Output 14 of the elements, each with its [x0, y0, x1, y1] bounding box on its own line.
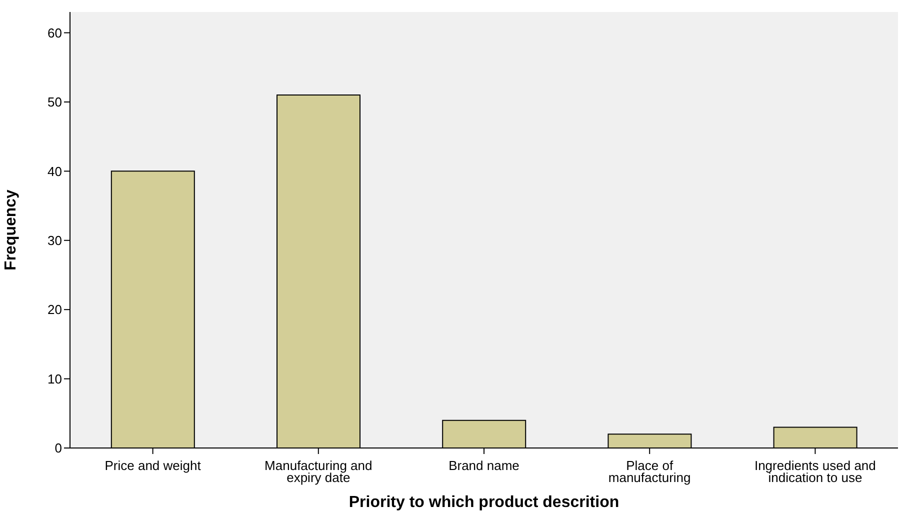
y-tick-label: 60: [48, 25, 62, 40]
y-tick-label: 20: [48, 302, 62, 318]
x-tick-label: Brand name: [448, 458, 520, 473]
y-tick-label: 0: [54, 440, 62, 456]
x-axis-title: Priority to which product descrition: [348, 494, 620, 511]
x-tick-label: Price and weight: [104, 458, 202, 473]
y-tick-label: 30: [48, 232, 62, 248]
x-tick-label: Ingredients used and indication to use: [754, 458, 876, 485]
y-tick-label: 10: [48, 371, 62, 386]
y-tick-label: 40: [48, 164, 62, 179]
y-tick-label: 50: [48, 94, 62, 110]
x-tick-label: Place of manufacturing: [608, 458, 691, 485]
x-tick-label: Manufacturing and expiry date: [264, 458, 372, 485]
y-axis-title: Frequency: [2, 189, 20, 270]
